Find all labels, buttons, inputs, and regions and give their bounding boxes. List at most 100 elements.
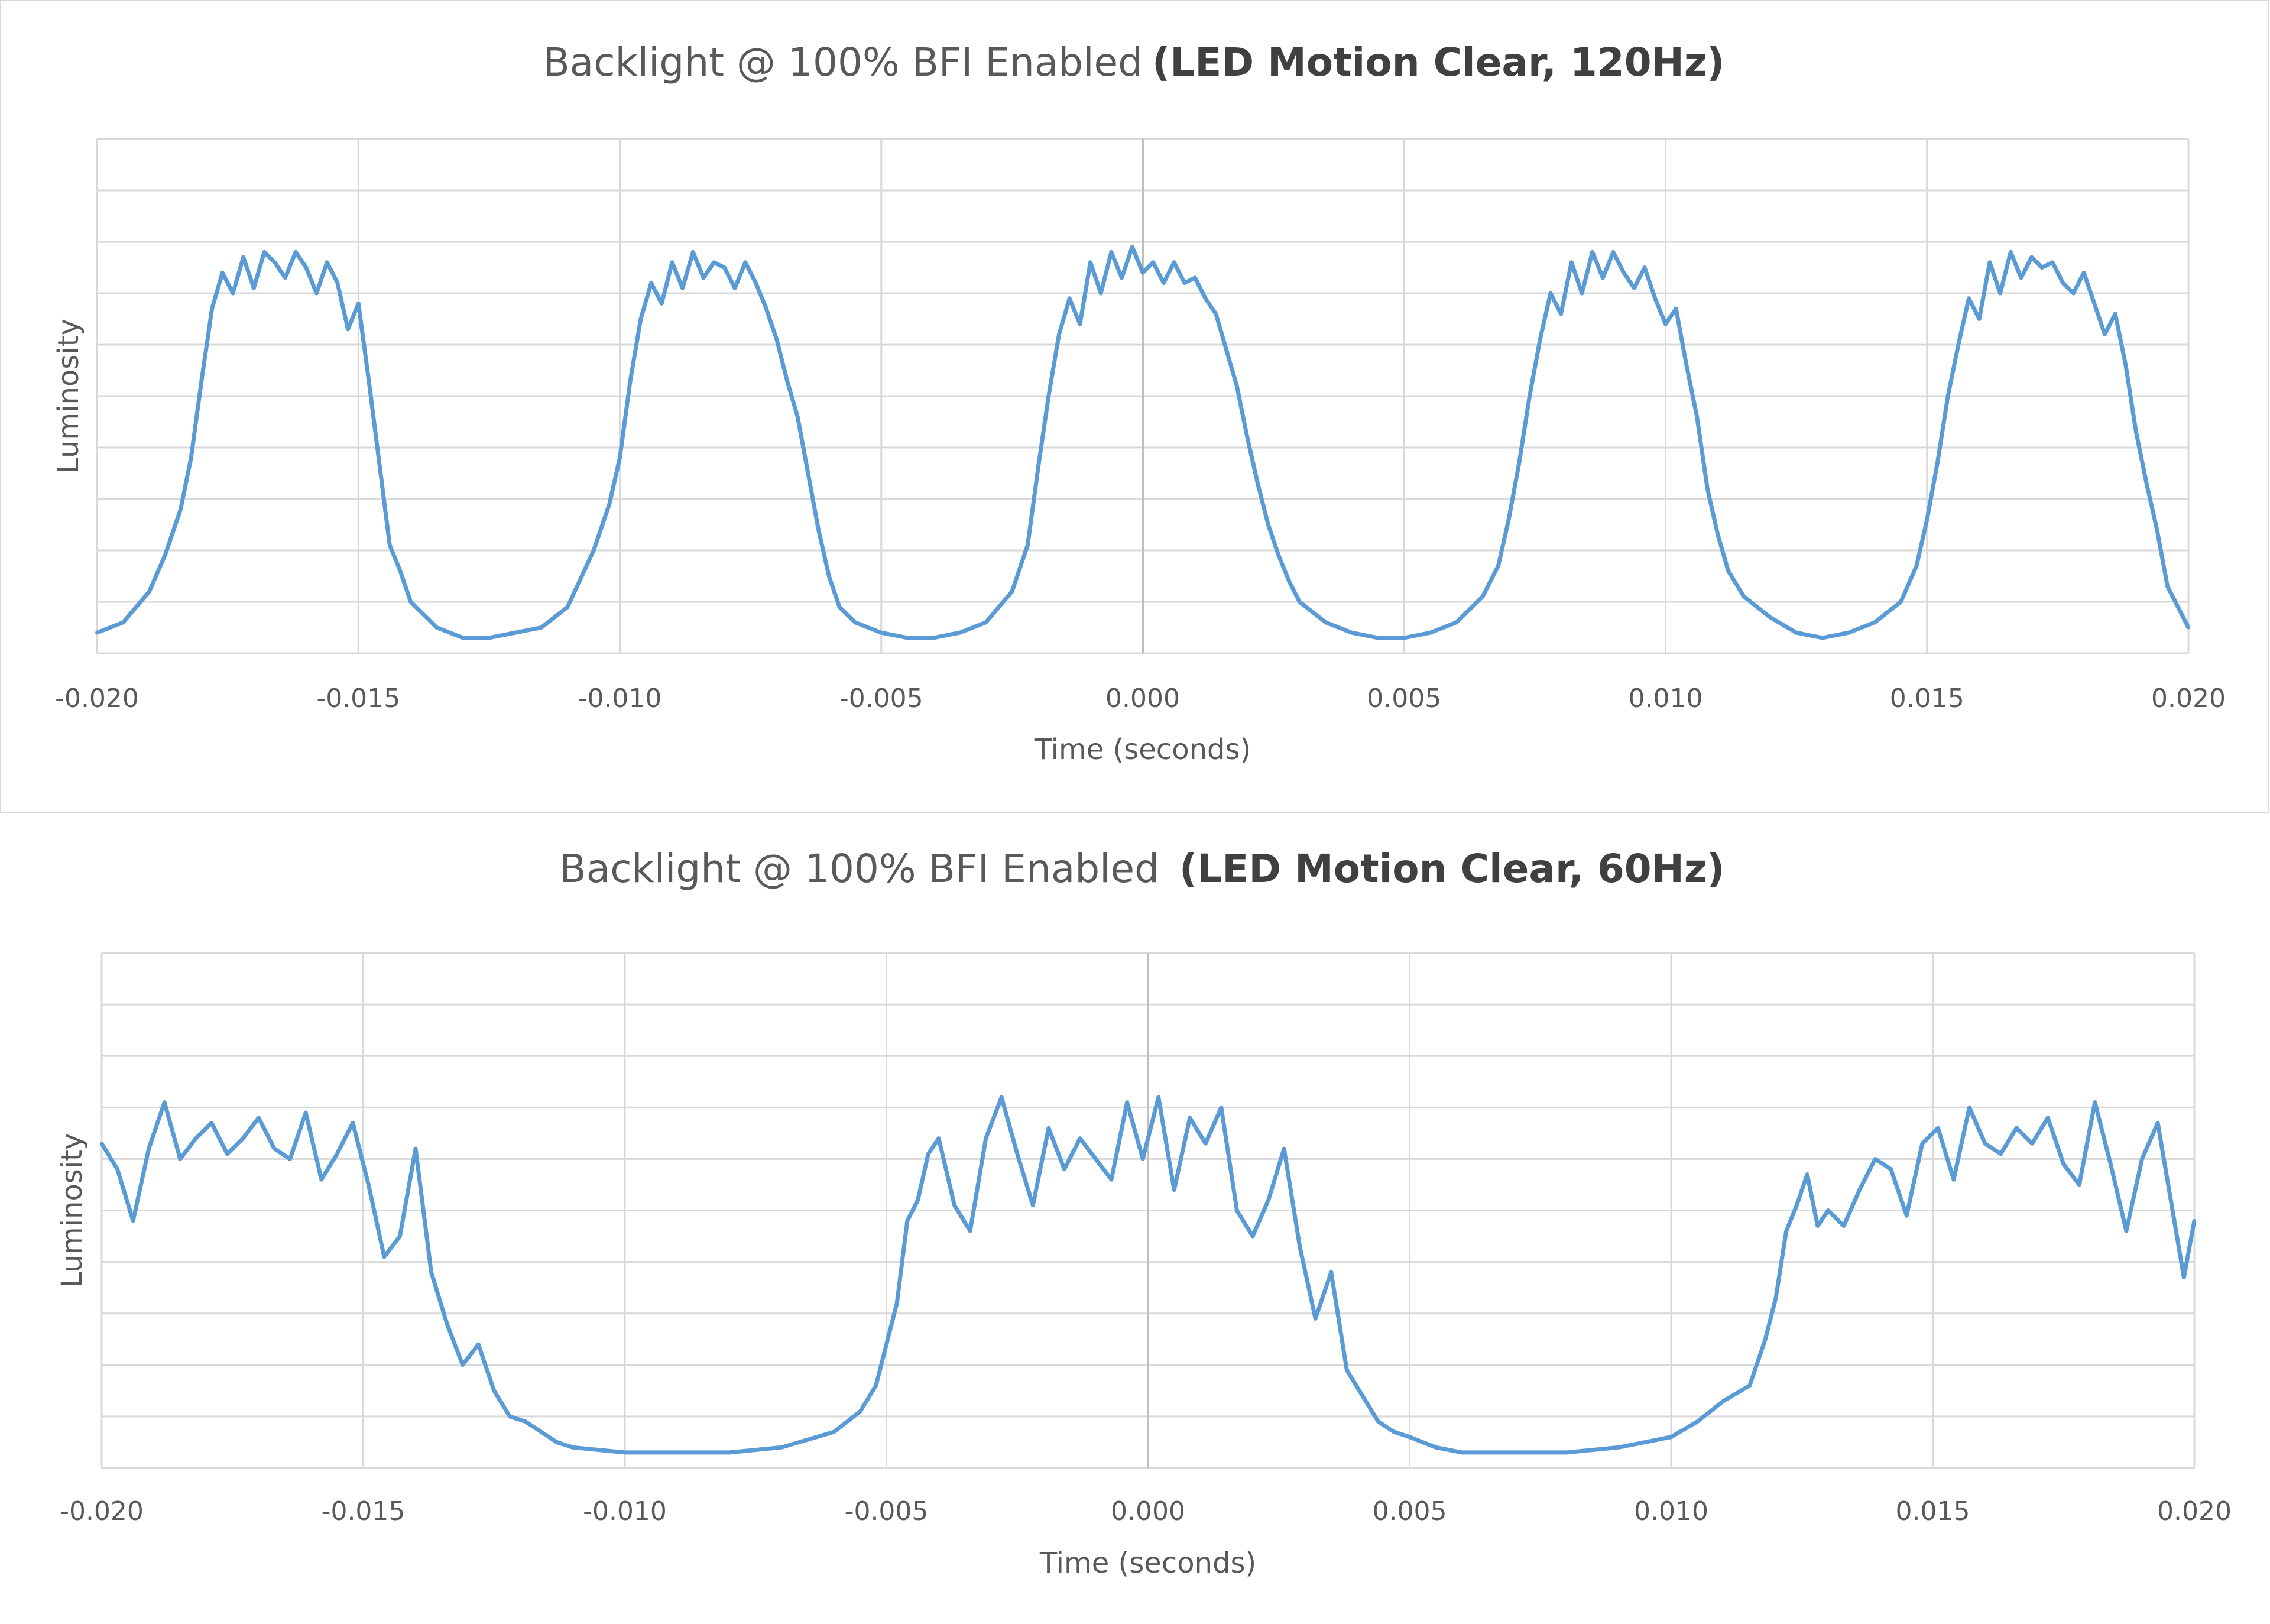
chart-panel-60hz: Backlight @ 100% BFI Enabled (LED Motion … — [0, 816, 2269, 1624]
data-point — [1721, 1399, 1726, 1403]
data-point — [1088, 260, 1092, 264]
data-point — [2113, 312, 2117, 316]
data-point — [335, 1152, 339, 1156]
data-point — [2171, 1214, 2175, 1218]
data-point — [346, 327, 350, 331]
data-point — [1590, 250, 1594, 254]
data-point — [2077, 1183, 2081, 1187]
data-point — [1256, 481, 1260, 485]
data-point — [231, 291, 235, 295]
data-point — [1120, 275, 1124, 280]
data-point — [262, 250, 266, 254]
data-point — [1794, 631, 1798, 635]
y-axis-label: Luminosity — [56, 1133, 89, 1288]
data-point — [1454, 620, 1458, 624]
data-point — [1329, 1270, 1333, 1274]
data-point — [2182, 1275, 2186, 1279]
data-point — [1162, 281, 1166, 285]
data-point — [115, 1167, 119, 1171]
x-tick-label: -0.005 — [845, 1496, 929, 1526]
data-point — [958, 631, 962, 635]
data-point — [691, 250, 695, 254]
data-point — [1235, 1208, 1239, 1213]
data-point — [1983, 1142, 1987, 1146]
x-tick-label: -0.015 — [322, 1496, 406, 1526]
x-tick-label: 0.005 — [1373, 1496, 1447, 1526]
data-point — [806, 471, 810, 475]
data-point — [1015, 1152, 1019, 1156]
data-point — [351, 1121, 355, 1125]
data-point — [618, 456, 622, 460]
data-point — [476, 1343, 481, 1346]
data-point — [1569, 260, 1574, 264]
data-point — [592, 549, 596, 552]
x-tick-label: -0.020 — [55, 683, 139, 714]
data-point — [1507, 517, 1511, 521]
chart-title-main: Backlight @ 100% BFI Enabled — [559, 846, 1159, 892]
data-point — [539, 625, 543, 630]
data-point — [1967, 296, 1971, 300]
data-point — [858, 1409, 862, 1414]
data-point — [1010, 589, 1014, 594]
data-point — [398, 569, 402, 573]
data-point — [2009, 250, 2013, 254]
data-point — [968, 1229, 972, 1233]
data-point — [179, 507, 183, 511]
data-point — [304, 265, 308, 270]
data-point — [147, 1147, 151, 1150]
data-point — [1795, 1203, 1799, 1207]
data-point — [932, 636, 936, 640]
data-point — [1601, 275, 1605, 280]
data-point — [1099, 291, 1103, 295]
data-point — [1324, 620, 1328, 624]
data-point — [638, 317, 643, 321]
data-point — [1538, 338, 1542, 342]
chart-title: Backlight @ 100% BFI Enabled (LED Motion … — [543, 40, 1725, 85]
data-point — [1842, 1224, 1846, 1228]
data-point — [2187, 625, 2190, 630]
data-point — [388, 543, 392, 547]
data-point — [2193, 1218, 2196, 1223]
data-point — [210, 307, 214, 311]
data-point — [680, 286, 685, 290]
data-point — [1695, 1419, 1700, 1424]
data-point — [1434, 1445, 1438, 1450]
data-point — [1277, 553, 1280, 557]
data-point — [937, 1136, 941, 1140]
data-point — [2019, 275, 2023, 280]
chart-svg-120hz: Backlight @ 100% BFI Enabled (LED Motion … — [52, 40, 2226, 766]
x-axis-label: Time (seconds) — [1039, 1547, 1256, 1580]
data-point — [2051, 260, 2054, 264]
data-point — [382, 1255, 386, 1259]
data-point — [675, 1450, 679, 1454]
data-point — [1031, 1203, 1035, 1207]
data-point — [1915, 564, 1919, 568]
data-point — [147, 589, 151, 594]
data-point — [2071, 291, 2076, 295]
data-point — [1987, 260, 1992, 264]
data-point — [879, 631, 883, 635]
data-point — [273, 260, 277, 264]
data-point — [926, 1152, 930, 1156]
x-tick-label: -0.005 — [839, 683, 923, 714]
data-point — [1204, 1142, 1208, 1146]
data-point — [1967, 1106, 1971, 1110]
data-point — [1889, 1167, 1893, 1171]
data-point — [225, 1152, 229, 1156]
data-point — [1182, 281, 1186, 285]
data-point — [1130, 245, 1134, 249]
data-point — [2029, 255, 2034, 260]
data-point — [1998, 291, 2002, 295]
series-points — [95, 245, 2190, 640]
x-tick-label: 0.000 — [1111, 1496, 1185, 1526]
data-point — [241, 255, 245, 260]
data-point — [434, 625, 439, 630]
data-point — [241, 1136, 245, 1140]
data-point — [649, 281, 653, 285]
data-point — [1705, 487, 1710, 491]
data-point — [1632, 286, 1636, 290]
data-point — [1669, 1435, 1673, 1439]
data-point — [1820, 636, 1824, 640]
data-point — [487, 636, 491, 640]
x-tick-label: 0.000 — [1105, 683, 1180, 714]
